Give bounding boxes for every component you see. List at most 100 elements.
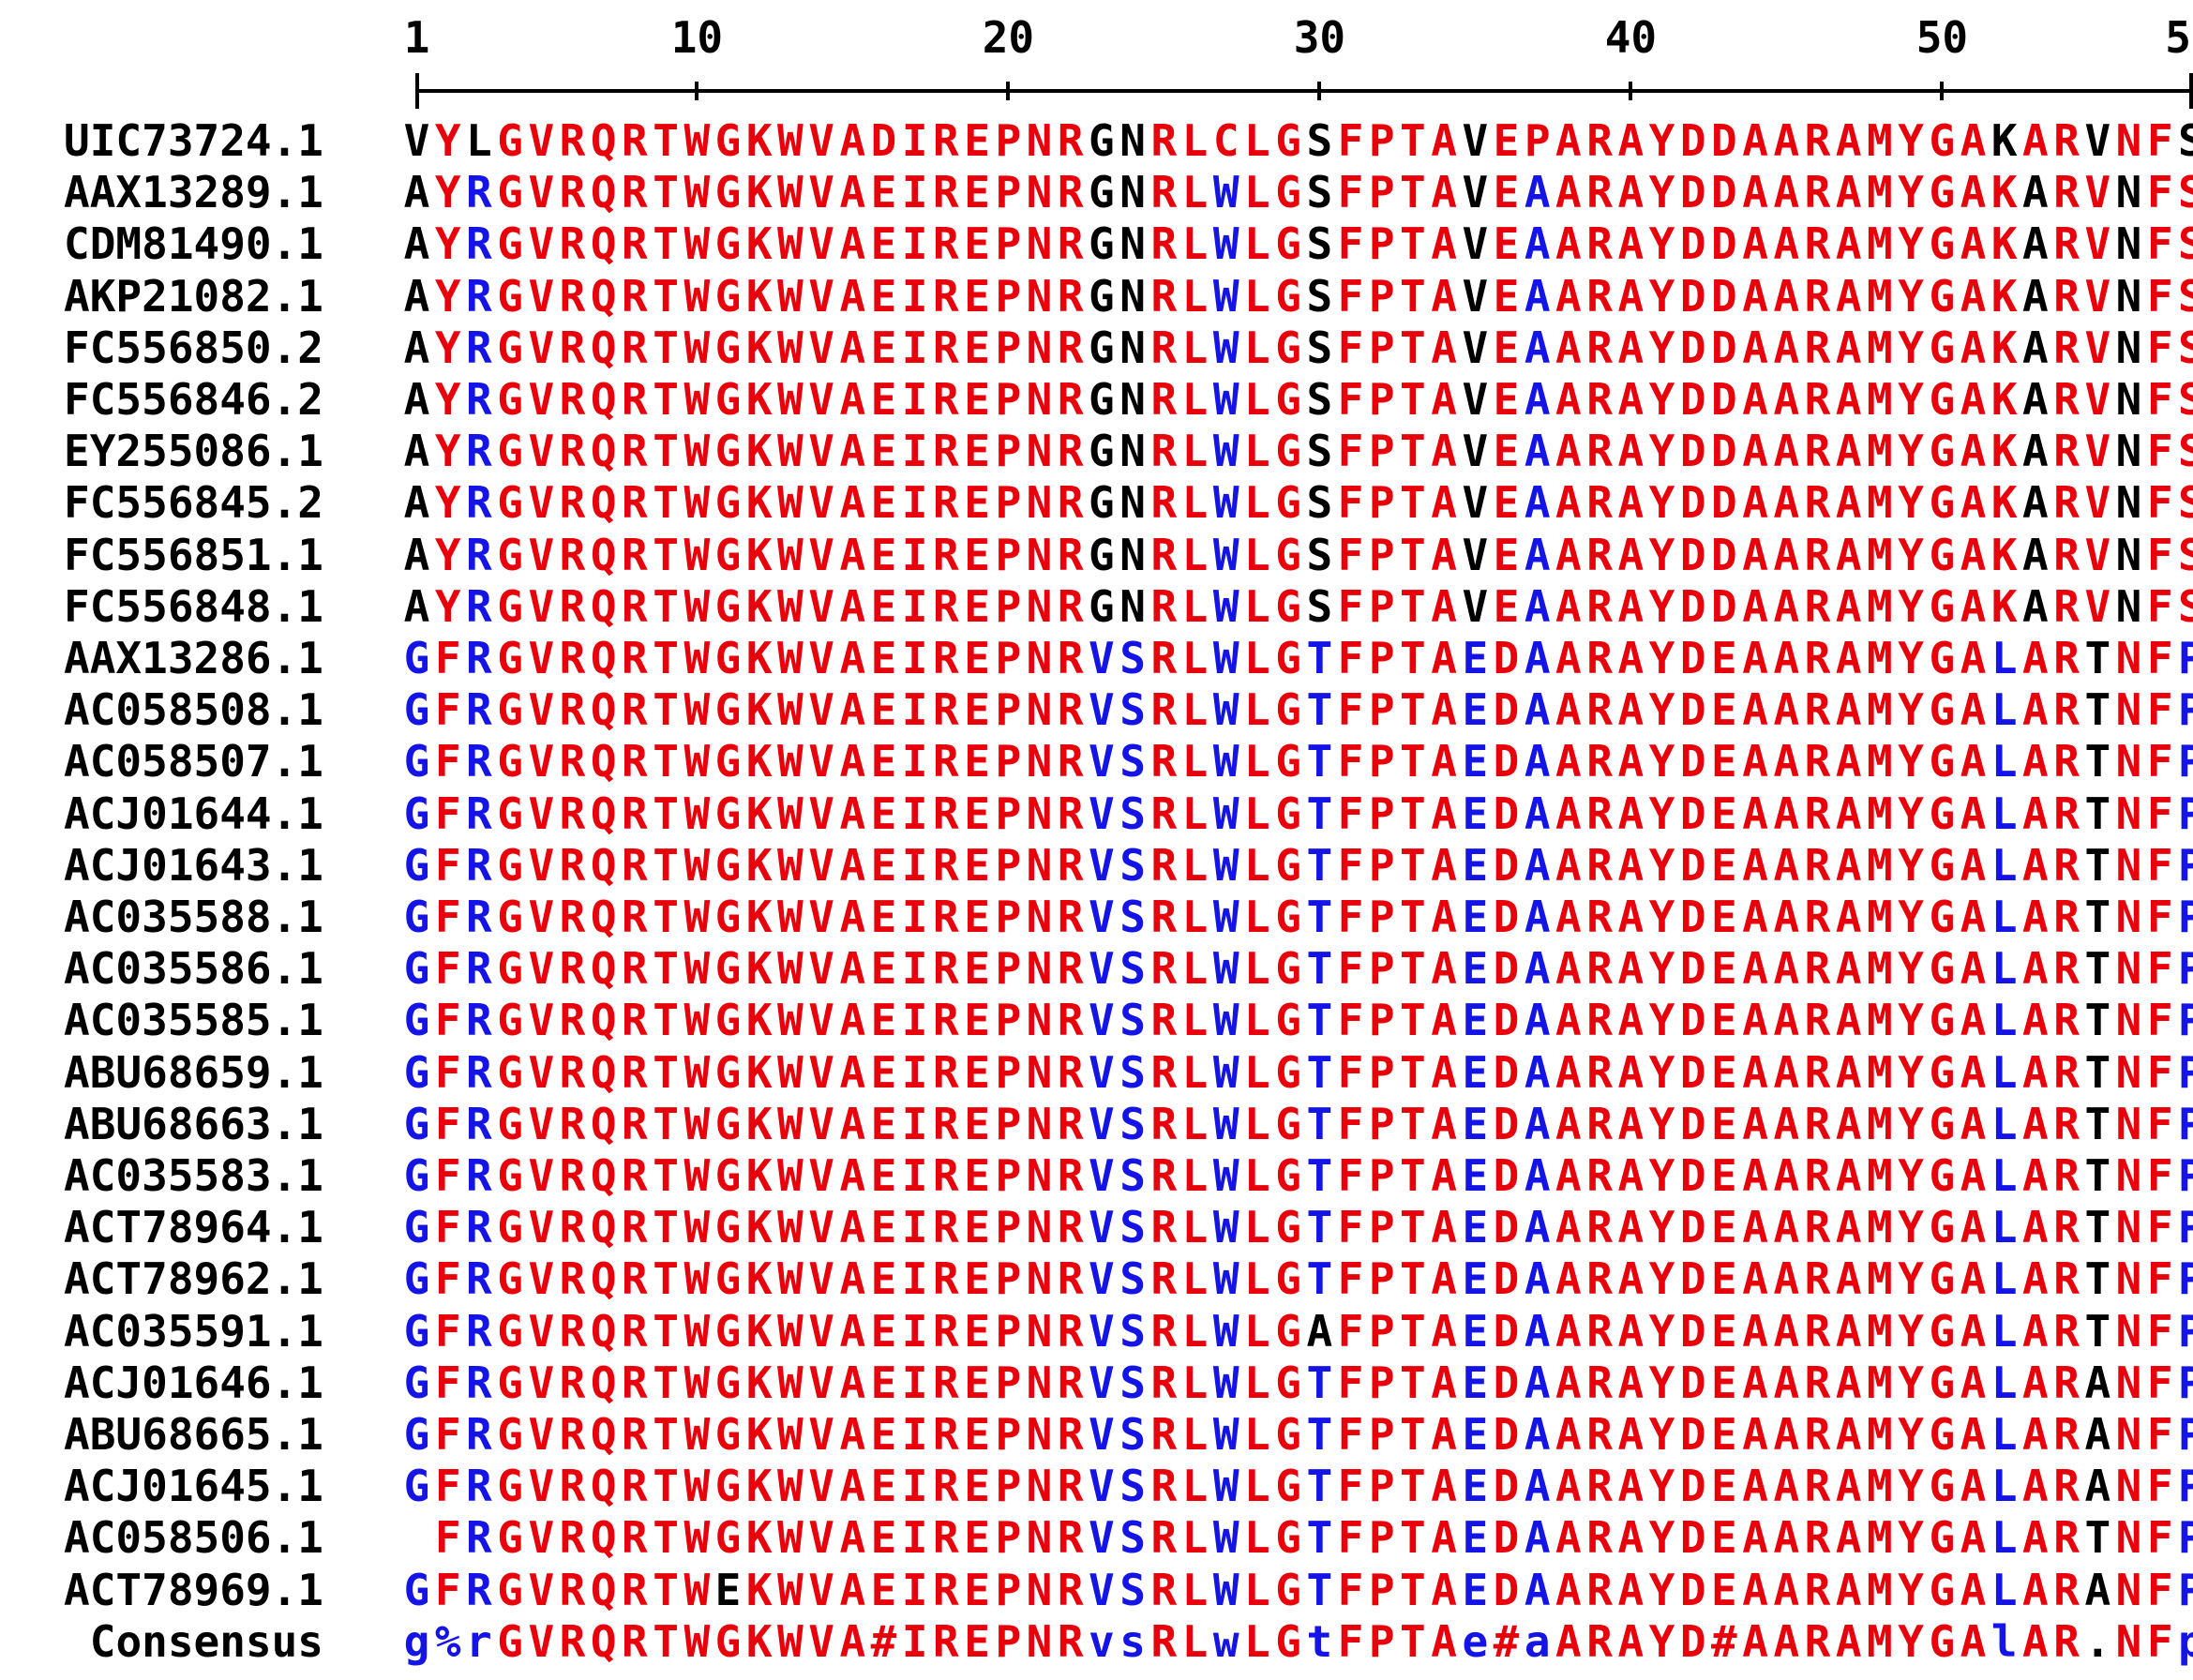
residue: W (1212, 1150, 1239, 1201)
residue: V (2084, 270, 2111, 322)
residue: W (683, 115, 711, 166)
residue: L (1244, 374, 1270, 425)
residue: N (1026, 529, 1053, 580)
residue: N (1026, 1564, 1053, 1615)
residue: K (745, 1409, 773, 1460)
residue: Y (434, 322, 461, 373)
residue: F (2146, 995, 2173, 1046)
residue: T (653, 580, 679, 632)
residue: R (1150, 1150, 1178, 1201)
residue: R (1586, 322, 1613, 373)
residue: F (1337, 1564, 1364, 1615)
residue: Q (590, 115, 617, 166)
residue: R (1150, 1461, 1178, 1512)
residue: R (1804, 374, 1831, 425)
residue: D (1679, 736, 1706, 788)
residue: Y (1898, 1461, 1924, 1512)
residue: L (1990, 892, 2018, 942)
residue: G (1275, 1512, 1301, 1564)
residue: V (808, 1046, 834, 1098)
residue: G (714, 580, 742, 632)
residue: L (1181, 943, 1209, 995)
residue: R (466, 218, 492, 270)
residue: G (497, 1098, 523, 1149)
residue: V (1462, 218, 1489, 270)
residue: G (497, 1357, 523, 1408)
residue: G (497, 943, 523, 995)
residue: A (1617, 839, 1645, 891)
residue: V (1089, 788, 1115, 839)
residue: L (1181, 1357, 1209, 1408)
residue: F (2146, 684, 2173, 736)
residue: A (2022, 788, 2049, 839)
residue: F (434, 1461, 461, 1512)
residue: A (839, 1512, 866, 1564)
residue: R (1804, 1512, 1831, 1564)
residue: F (2146, 218, 2173, 270)
residue: L (1181, 218, 1209, 270)
residue: Y (434, 580, 461, 632)
alignment-row: EY255086.1 A Y R G V R Q R T W G K W V A E I R E P N R G N R L W L G S… (0, 426, 2193, 477)
residue: A (1524, 788, 1551, 839)
residue: W (683, 322, 711, 373)
residue: F (2146, 892, 2173, 942)
residue: D (1493, 1564, 1520, 1615)
residue: V (808, 995, 834, 1046)
residue: G (1275, 1253, 1301, 1305)
residue: V (1462, 167, 1489, 218)
residue: R (1804, 633, 1831, 683)
residue: L (1181, 529, 1209, 580)
residue: S (1306, 529, 1333, 580)
residue: F (2146, 477, 2173, 529)
residue: G (714, 1409, 742, 1460)
residue: R (559, 1512, 586, 1564)
residue: L (1244, 1305, 1270, 1357)
residue: N (2115, 1409, 2142, 1460)
residue: R (1586, 115, 1613, 166)
residue: V (528, 1564, 555, 1615)
residue: A (1524, 322, 1551, 373)
residue: E (870, 892, 897, 942)
residue: A (1555, 1253, 1582, 1305)
residue: # (1493, 1615, 1520, 1667)
residue: Y (1648, 736, 1675, 788)
residue: A (1524, 580, 1551, 632)
residue: F (434, 1253, 461, 1305)
alignment-row: FC556845.2 A Y R G V R Q R T W G K W V A E I R E P N R G N R L W L G S… (0, 477, 2193, 529)
residue: P (2178, 1046, 2193, 1098)
residue: D (1679, 477, 1706, 529)
residue: Q (590, 1409, 617, 1460)
residue: F (1337, 1150, 1364, 1201)
residue: D (1493, 1305, 1520, 1357)
alignment-row: ABU68665.1 G F R G V R Q R T W G K W V A E I R E P N R V S R L W L G T… (0, 1409, 2193, 1461)
ruler-label: 20 (982, 12, 1035, 63)
residue: R (1057, 892, 1084, 942)
residue: F (2146, 1253, 2173, 1305)
residue: W (683, 788, 711, 839)
residue: E (1462, 839, 1489, 891)
residue: E (1462, 1098, 1489, 1149)
residue: T (1306, 1046, 1333, 1098)
residue: F (2146, 1046, 2173, 1098)
residue: D (1679, 943, 1706, 995)
residue: P (1368, 1564, 1395, 1615)
residue: A (1555, 1512, 1582, 1564)
residue: G (1929, 580, 1956, 632)
residue: L (1990, 1150, 2018, 1201)
residue: R (933, 943, 959, 995)
residue: L (1244, 1615, 1270, 1667)
residue: D (1493, 1253, 1520, 1305)
residue: T (1306, 788, 1333, 839)
residue: W (777, 477, 804, 529)
residue: A (1742, 684, 1768, 736)
residue: A (1617, 1409, 1645, 1460)
residue: E (1493, 322, 1520, 373)
residue: T (653, 736, 679, 788)
residue: Y (1898, 1615, 1924, 1667)
residue: L (1990, 1098, 2018, 1149)
sequence-id: FC556848.1 (64, 580, 323, 632)
residue: T (1306, 684, 1333, 736)
residue: E (964, 580, 990, 632)
residue: A (1960, 1046, 1987, 1098)
residue: P (1368, 839, 1395, 891)
